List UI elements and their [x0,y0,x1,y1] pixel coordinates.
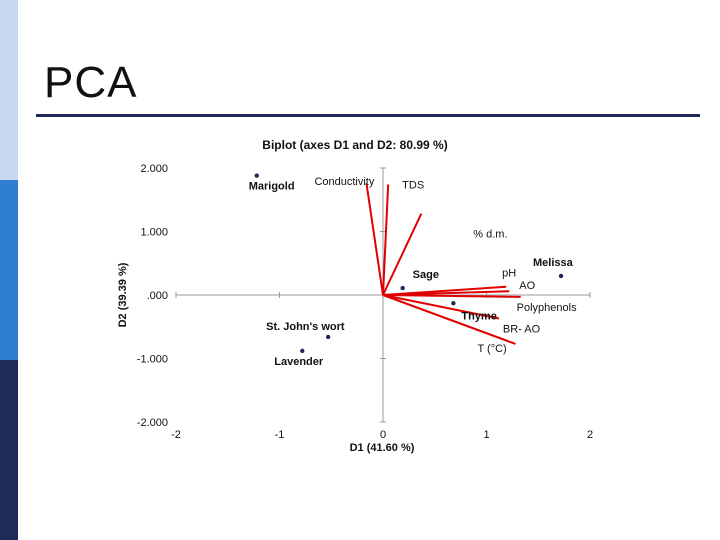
observation-label: St. John's wort [266,321,345,333]
observation-point [451,301,456,306]
accent-sidebar [0,0,18,540]
x-tick-label: 2 [587,429,593,441]
variable-label: Polyphenols [517,302,577,314]
accent-block-middle [0,180,18,360]
variable-vector [365,183,384,296]
y-tick-label: -2.000 [137,417,168,429]
chart-title: Biplot (axes D1 and D2: 80.99 %) [262,138,447,152]
x-tick-label: 1 [483,429,489,441]
observation-point [300,348,305,354]
variable-label: AO [519,280,535,292]
y-tick-label: -1.000 [137,354,168,366]
observation-label: Lavender [274,356,324,368]
observation-label: Marigold [249,181,295,193]
y-tick-label: .000 [147,290,168,302]
variable-label: BR- AO [503,323,541,335]
observation-label: Sage [413,269,439,281]
y-tick-label: 1.000 [140,227,168,239]
observation-point [325,334,331,340]
observation-point [558,273,564,279]
observation-point [254,173,259,178]
y-axis-label: D2 (39.39 %) [117,262,129,327]
variable-vector [382,213,423,296]
variable-vector [382,184,390,296]
accent-block-top [0,0,18,180]
observation-points: Marigold Melissa Sage Thyme St. John's wort L… [249,173,574,368]
variable-label: pH [502,268,516,280]
variable-vector [382,294,500,320]
variable-vector [382,294,521,298]
title-divider [36,114,700,117]
x-tick-label: -2 [171,429,181,441]
slide-title: PCA [44,58,138,107]
y-tick-label: 2.000 [140,163,168,175]
variable-vector [382,294,516,345]
variable-label: % d.m. [473,229,507,241]
variable-label: TDS [402,180,424,192]
accent-block-bottom [0,360,18,540]
x-axis-label: D1 (41.60 %) [350,442,415,454]
x-tick-label: 0 [380,429,386,441]
variable-label: Conductivity [314,176,374,188]
variable-label: T (°C) [477,343,506,355]
observation-point [400,285,405,291]
x-tick-label: -1 [275,429,285,441]
observation-label: Thyme [461,310,496,322]
observation-label: Melissa [533,257,574,269]
